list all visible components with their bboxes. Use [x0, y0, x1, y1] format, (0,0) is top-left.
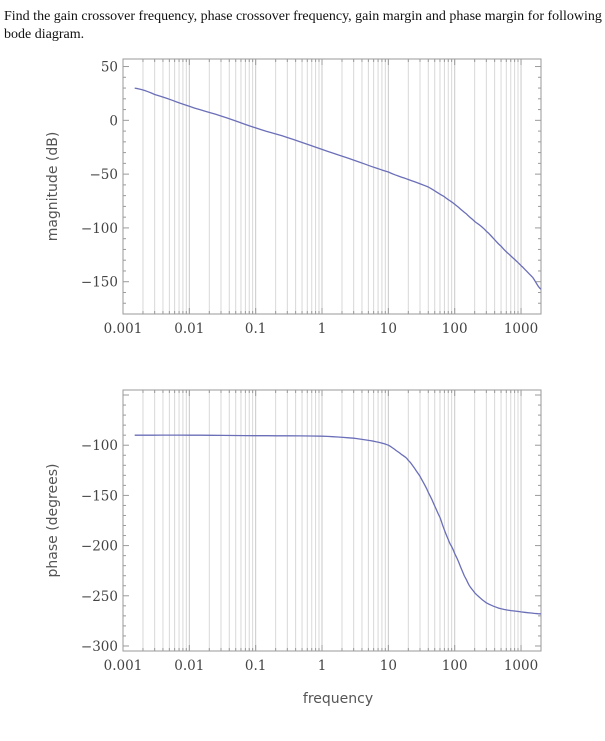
magnitude-y-axis-title: magnitude (dB) — [45, 132, 61, 242]
magnitude-x-tick-label: 100 — [442, 321, 468, 337]
magnitude-x-tick-label: 0.001 — [104, 321, 143, 337]
phase-y-axis-title: phase (degrees) — [45, 464, 61, 578]
magnitude-y-tick-label: −150 — [81, 275, 118, 291]
magnitude-y-tick-label: 0 — [109, 113, 118, 129]
magnitude-x-tick-label: 0.01 — [174, 321, 204, 337]
phase-x-tick-label: 1 — [318, 658, 327, 674]
phase-y-tick-label: −250 — [81, 589, 118, 605]
magnitude-x-tick-label: 1 — [318, 321, 327, 337]
phase-x-tick-label: 0.001 — [104, 658, 143, 674]
magnitude-y-tick-label: −50 — [90, 167, 119, 183]
magnitude-frame — [122, 58, 542, 315]
phase-plot: −100 −150 −200 −250 −300 0.001 0.01 0.1 1 10 100 10… — [45, 389, 542, 707]
phase-x-tick-label: 0.1 — [245, 658, 266, 674]
phase-x-axis-title: frequency — [303, 691, 373, 707]
magnitude-plot: 50 0 −50 −100 −150 0.001 0.01 0.1 1 10 100 1000 magn… — [45, 58, 542, 337]
phase-x-tick-label: 10 — [380, 658, 397, 674]
magnitude-x-tick-label: 1000 — [504, 321, 538, 337]
magnitude-y-tick-label: −100 — [81, 221, 118, 237]
phase-y-tick-label: −200 — [81, 539, 118, 555]
magnitude-series-line — [134, 87, 542, 290]
phase-x-tick-label: 100 — [442, 658, 468, 674]
phase-frame — [122, 389, 542, 652]
question-text: Find the gain crossover frequency, phase… — [4, 9, 602, 42]
phase-series-line — [134, 434, 542, 615]
magnitude-y-tick-label: 50 — [101, 60, 118, 76]
phase-y-tick-label: −150 — [81, 488, 118, 504]
phase-x-tick-label: 1000 — [504, 658, 538, 674]
phase-y-tick-label: −100 — [81, 438, 118, 454]
magnitude-x-tick-label: 0.1 — [245, 321, 266, 337]
magnitude-x-tick-label: 10 — [380, 321, 397, 337]
phase-y-tick-label: −300 — [81, 639, 118, 655]
phase-x-tick-label: 0.01 — [174, 658, 204, 674]
